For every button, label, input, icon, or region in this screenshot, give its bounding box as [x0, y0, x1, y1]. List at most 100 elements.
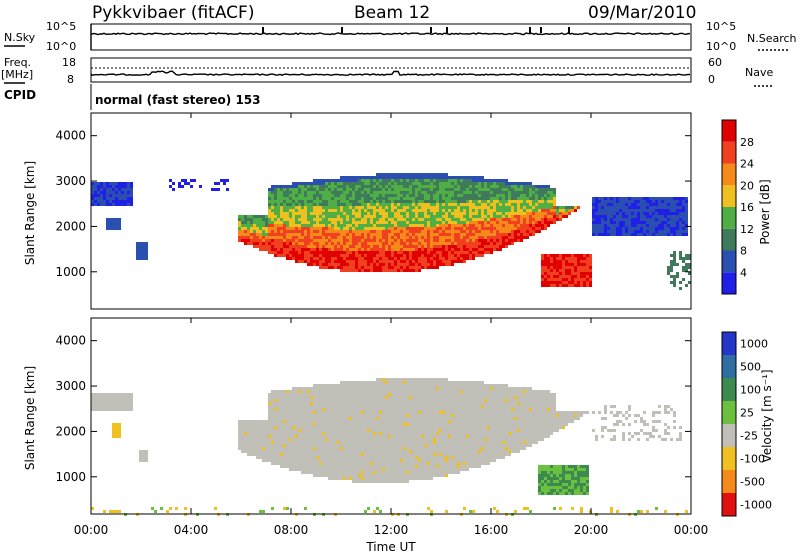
heatmap-cell — [289, 435, 292, 438]
heatmap-cell — [103, 194, 106, 197]
heatmap-cell — [274, 224, 277, 227]
heatmap-cell — [445, 221, 448, 224]
heatmap-cell — [442, 179, 445, 182]
heatmap-cell — [664, 203, 667, 206]
heatmap-cell — [244, 221, 247, 224]
heatmap-cell — [616, 230, 619, 233]
heatmap-cell — [109, 408, 112, 411]
heatmap-cell — [106, 203, 109, 206]
heatmap-cell — [361, 471, 364, 474]
heatmap-cell — [370, 188, 373, 191]
heatmap-cell — [394, 263, 397, 266]
heatmap-cell — [487, 182, 490, 185]
heatmap-cell — [682, 227, 685, 230]
heatmap-cell — [304, 236, 307, 239]
heatmap-cell — [394, 227, 397, 230]
heatmap-cell — [616, 206, 619, 209]
heatmap-cell — [649, 230, 652, 233]
heatmap-cell — [304, 387, 307, 390]
heatmap-cell — [316, 230, 319, 233]
heatmap-cell — [304, 197, 307, 200]
heatmap-cell — [625, 203, 628, 206]
heatmap-cell — [103, 510, 106, 513]
heatmap-cell — [337, 224, 340, 227]
heatmap-cell — [298, 423, 301, 426]
heatmap-cell — [487, 203, 490, 206]
heatmap-cell — [496, 218, 499, 221]
heatmap-cell — [334, 411, 337, 414]
heatmap-cell — [349, 471, 352, 474]
heatmap-cell — [538, 203, 541, 206]
heatmap-cell — [649, 227, 652, 230]
heatmap-cell — [394, 242, 397, 245]
heatmap-cell — [304, 188, 307, 191]
heatmap-cell — [496, 224, 499, 227]
heatmap-cell — [325, 432, 328, 435]
heatmap-cell — [307, 468, 310, 471]
heatmap-cell — [295, 441, 298, 444]
heatmap-cell — [367, 218, 370, 221]
heatmap-cell — [463, 242, 466, 245]
heatmap-cell — [304, 212, 307, 215]
heatmap-cell — [289, 459, 292, 462]
heatmap-cell — [361, 474, 364, 477]
heatmap-cell — [529, 188, 532, 191]
heatmap-cell — [262, 230, 265, 233]
heatmap-cell — [328, 263, 331, 266]
heatmap-cell — [310, 200, 313, 203]
heatmap-cell — [505, 194, 508, 197]
heatmap-cell — [370, 471, 373, 474]
heatmap-cell — [352, 227, 355, 230]
heatmap-cell — [271, 206, 274, 209]
heatmap-cell — [283, 405, 286, 408]
heatmap-cell — [460, 182, 463, 185]
heatmap-cell — [400, 200, 403, 203]
heatmap-cell — [283, 411, 286, 414]
heatmap-cell — [538, 194, 541, 197]
heatmap-cell — [337, 242, 340, 245]
heatmap-cell — [478, 224, 481, 227]
heatmap-cell — [571, 281, 574, 284]
heatmap-cell — [610, 233, 613, 236]
heatmap-cell — [346, 465, 349, 468]
heatmap-cell — [454, 176, 457, 179]
heatmap-cell — [487, 215, 490, 218]
heatmap-cell — [421, 236, 424, 239]
heatmap-cell — [682, 266, 685, 269]
heatmap-cell — [481, 242, 484, 245]
heatmap-cell — [682, 224, 685, 227]
heatmap-cell — [310, 447, 313, 450]
heatmap-cell — [517, 206, 520, 209]
noise-right-label: N.Search — [747, 32, 797, 45]
heatmap-cell — [292, 194, 295, 197]
heatmap-cell — [475, 194, 478, 197]
heatmap-cell — [307, 447, 310, 450]
heatmap-cell — [250, 426, 253, 429]
heatmap-cell — [343, 420, 346, 423]
heatmap-cell — [286, 441, 289, 444]
heatmap-cell — [493, 200, 496, 203]
heatmap-cell — [454, 245, 457, 248]
heatmap-cell — [355, 387, 358, 390]
heatmap-cell — [280, 236, 283, 239]
heatmap-cell — [268, 212, 271, 215]
heatmap-cell — [292, 212, 295, 215]
heatmap-cell — [262, 215, 265, 218]
heatmap-cell — [283, 200, 286, 203]
heatmap-cell — [514, 218, 517, 221]
heatmap-cell — [481, 182, 484, 185]
heatmap-cell — [580, 272, 583, 275]
heatmap-cell — [661, 218, 664, 221]
heatmap-cell — [346, 426, 349, 429]
heatmap-cell — [565, 212, 568, 215]
heatmap-cell — [523, 230, 526, 233]
heatmap-cell — [391, 266, 394, 269]
heatmap-cell — [343, 474, 346, 477]
heatmap-cell — [490, 185, 493, 188]
heatmap-cell — [286, 402, 289, 405]
heatmap-cell — [370, 411, 373, 414]
heatmap-cell — [112, 393, 115, 396]
heatmap-cell — [274, 456, 277, 459]
heatmap-cell — [310, 444, 313, 447]
heatmap-cell — [253, 239, 256, 242]
